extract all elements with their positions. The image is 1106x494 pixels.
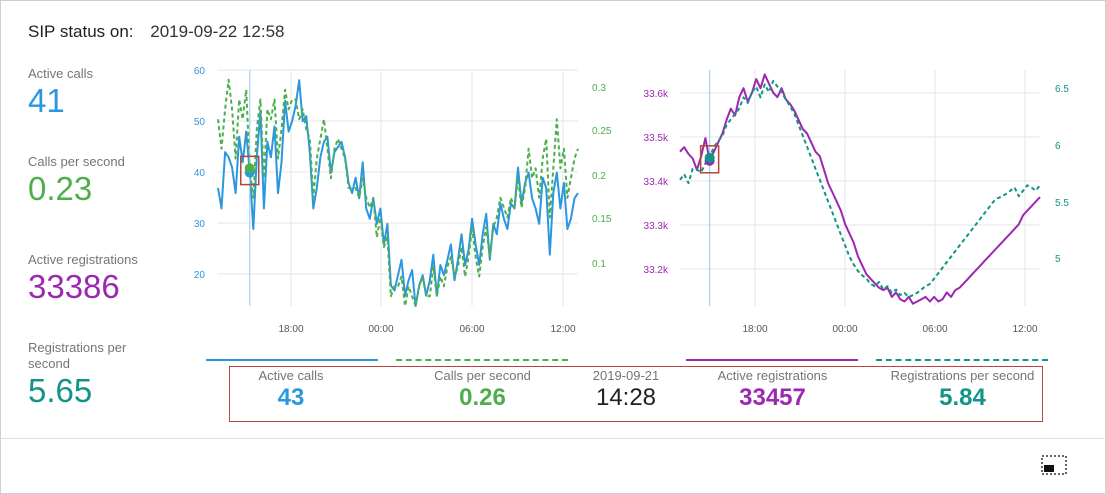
legend-calls-per-second-line (396, 359, 568, 361)
chart1-left-tick-label: 40 (194, 168, 206, 179)
chart1-right-tick-label: 0.3 (592, 83, 606, 94)
chart2-right-tick-label: 6 (1055, 141, 1061, 152)
hover-date: 2019-09-21 (592, 368, 660, 383)
chart1-left-tick-label: 60 (194, 66, 206, 77)
hover-value: 0.26 (459, 384, 506, 411)
minimize-window-icon[interactable] (1041, 455, 1067, 475)
chart2-series-1-line (679, 80, 1041, 299)
metric-value: 33386 (28, 268, 120, 305)
chart2-series-0-line (679, 73, 1041, 305)
chart1-left-tick-label: 30 (194, 219, 206, 230)
hover-value: 5.84 (939, 384, 986, 411)
metric-registrations-per-second: Registrations per second 5.65 (28, 340, 148, 410)
chart1-series-1-line (217, 78, 579, 307)
chart2-left-tick-label: 33.3k (644, 221, 669, 232)
metric-label: Calls per second (28, 154, 125, 169)
hover-label: Active registrations (717, 368, 828, 383)
metric-label: Registrations per second (28, 340, 127, 371)
chart1-series-0-line (217, 79, 579, 307)
chart1-right-tick-label: 0.15 (592, 214, 612, 225)
metric-label: Active registrations (28, 252, 138, 267)
chart1-left-tick-label: 20 (194, 270, 206, 281)
chart1-x-tick-label: 12:00 (550, 324, 575, 335)
hover-label: Calls per second (434, 368, 531, 383)
chart1-right-tick-label: 0.25 (592, 126, 612, 137)
metric-active-calls: Active calls 41 (28, 66, 93, 120)
chart2-hover-highlight-box (699, 145, 720, 174)
chart2-left-tick-label: 33.2k (644, 265, 669, 276)
footer-divider (0, 438, 1104, 439)
panel-header: SIP status on: 2019-09-22 12:58 (28, 22, 285, 42)
legend-active-calls-line (206, 359, 378, 361)
hover-label: Active calls (258, 368, 324, 383)
chart1-x-tick-label: 06:00 (459, 324, 484, 335)
chart2-right-tick-label: 5 (1055, 254, 1061, 265)
chart2-right-tick-label: 5.5 (1055, 198, 1069, 209)
hover-value: 33457 (739, 384, 806, 411)
hover-readout-box (229, 366, 1043, 422)
chart1-hover-highlight-box (240, 155, 260, 186)
legend-registrations-per-second-line (876, 359, 1048, 361)
chart1-x-tick-label: 00:00 (368, 324, 393, 335)
metric-value: 0.23 (28, 170, 93, 207)
chart2-x-tick-label: 12:00 (1012, 324, 1037, 335)
header-timestamp: 2019-09-22 12:58 (150, 22, 285, 41)
hover-calls-per-second: Calls per second 0.26 (410, 368, 555, 413)
hover-active-calls: Active calls 43 (230, 368, 352, 413)
chart2-left-tick-label: 33.5k (644, 133, 669, 144)
header-label: SIP status on: (28, 22, 134, 41)
hover-active-registrations: Active registrations 33457 (700, 368, 845, 413)
hover-value: 43 (277, 384, 305, 411)
hover-timestamp: 2019-09-21 14:28 (580, 368, 672, 413)
chart1-left-tick-label: 50 (194, 117, 206, 128)
chart1-x-tick-label: 18:00 (278, 324, 303, 335)
chart1-right-tick-label: 0.2 (592, 171, 606, 182)
metric-active-registrations: Active registrations 33386 (28, 252, 138, 306)
chart2-hover-point-1 (704, 152, 715, 163)
hover-registrations-per-second: Registrations per second 5.84 (880, 368, 1045, 413)
chart2-x-tick-label: 06:00 (922, 324, 947, 335)
chart2-right-tick-label: 6.5 (1055, 84, 1069, 95)
chart2-left-tick-label: 33.4k (644, 177, 669, 188)
chart1-right-tick-label: 0.1 (592, 259, 606, 270)
metric-label: Active calls (28, 66, 94, 81)
chart2-x-tick-label: 18:00 (742, 324, 767, 335)
chart2-left-tick-label: 33.6k (644, 89, 669, 100)
hover-time: 14:28 (595, 384, 657, 411)
hover-label: Registrations per second (890, 368, 1035, 383)
chart1-hover-point-1 (244, 163, 255, 174)
metric-value: 41 (28, 82, 65, 119)
metric-calls-per-second: Calls per second 0.23 (28, 154, 125, 208)
metric-value: 5.65 (28, 372, 93, 409)
legend-active-registrations-line (686, 359, 858, 361)
chart2-x-tick-label: 00:00 (832, 324, 857, 335)
